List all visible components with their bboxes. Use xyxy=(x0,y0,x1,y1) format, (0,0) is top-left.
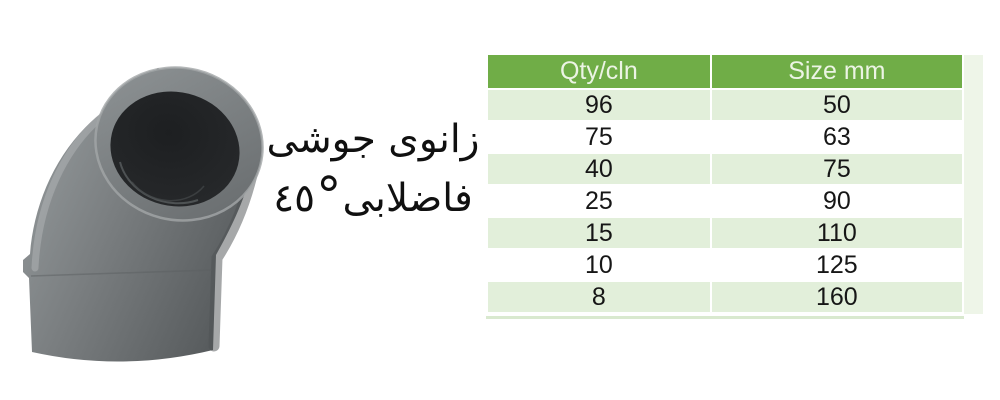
elbow-highlight xyxy=(31,106,114,272)
table-row: 10 125 xyxy=(486,248,965,282)
qty-cell: 10 xyxy=(486,248,712,282)
opening-interior xyxy=(110,91,240,207)
col-header-size: Size mm xyxy=(709,53,965,90)
size-cell: 90 xyxy=(709,184,965,218)
size-cell: 50 xyxy=(709,88,965,122)
socket-seam-line xyxy=(30,269,213,277)
qty-cell: 25 xyxy=(486,184,712,218)
caption-line-2: ٤٥°فاضلابی xyxy=(273,165,473,225)
product-caption: زانوی جوشی ٤٥°فاضلابی xyxy=(246,114,500,225)
qty-cell: 15 xyxy=(486,216,712,250)
caption-line-2-word: فاضلابی xyxy=(342,175,473,221)
product-photo xyxy=(8,50,273,380)
table-row: 8 160 xyxy=(486,280,965,314)
elbow-fitting-image xyxy=(23,66,264,362)
qty-cell: 8 xyxy=(486,280,712,314)
table-row: 25 90 xyxy=(486,184,965,218)
table-row: 75 63 xyxy=(486,120,965,154)
table-row: 40 75 xyxy=(486,152,965,186)
table-header-row: Qty/cln Size mm xyxy=(486,53,965,90)
socket-depth-arc-2 xyxy=(131,181,205,202)
size-cell: 125 xyxy=(709,248,965,282)
qty-cell: 40 xyxy=(486,152,712,186)
size-cell: 63 xyxy=(709,120,965,154)
size-cell: 160 xyxy=(709,280,965,314)
qty-cell: 96 xyxy=(486,88,712,122)
caption-angle-number: ٤٥ xyxy=(273,175,316,221)
qty-cell: 75 xyxy=(486,120,712,154)
table-row: 15 110 xyxy=(486,216,965,250)
table-row: 96 50 xyxy=(486,88,965,122)
table-right-shadow xyxy=(964,55,983,314)
opening-rim-edge xyxy=(94,66,264,222)
col-header-qty: Qty/cln xyxy=(486,53,712,90)
caption-line-1: زانوی جوشی xyxy=(266,117,480,162)
table-bottom-shadow xyxy=(486,316,964,319)
size-cell: 110 xyxy=(709,216,965,250)
size-table: Qty/cln Size mm 96 50 75 63 40 75 xyxy=(486,53,983,319)
size-cell: 75 xyxy=(709,152,965,186)
size-table-grid: Qty/cln Size mm 96 50 75 63 40 75 xyxy=(486,53,965,314)
